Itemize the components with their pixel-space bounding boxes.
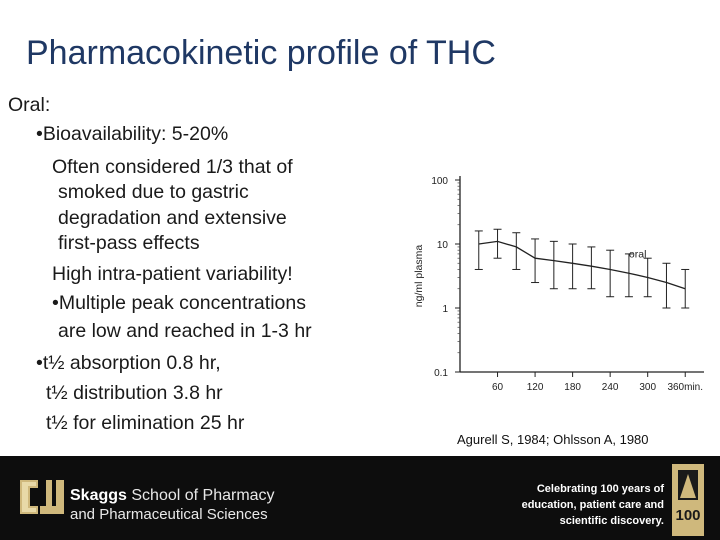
- text-line: smoked due to gastric: [58, 181, 249, 203]
- series-label-oral: oral: [629, 248, 647, 260]
- x-tick-label: 60: [492, 382, 504, 393]
- y-axis-label: ng/ml plasma: [413, 245, 425, 308]
- badge-number: 100: [675, 507, 700, 524]
- school-name-line2: and Pharmaceutical Sciences: [70, 506, 268, 523]
- y-tick-label: 10: [437, 240, 449, 251]
- bullet-peak-concentrations: •Multiple peak concentrations: [52, 292, 306, 314]
- slide-title: Pharmacokinetic profile of THC: [26, 34, 496, 72]
- cu-logo: [20, 480, 64, 514]
- x-tick-label: 120: [527, 382, 544, 393]
- centennial-badge: 100: [672, 464, 704, 536]
- y-tick-label: 100: [431, 176, 448, 187]
- x-tick-label: 180: [564, 382, 581, 393]
- celebration-text: Celebrating 100 years of education, pati…: [521, 483, 664, 527]
- citation: Agurell S, 1984; Ohlsson A, 1980: [457, 432, 649, 447]
- x-tick-label: 240: [602, 382, 619, 393]
- text-line: Often considered 1/3 that of: [52, 156, 293, 178]
- footer-bar: Skaggs School of Pharmacy and Pharmaceut…: [0, 456, 720, 540]
- text-line-variability: High intra-patient variability!: [52, 263, 293, 285]
- oral-heading: Oral:: [8, 94, 51, 116]
- pk-chart: 100 10 1 0.1 60 120 180 240 300 360min. ng/ml plas…: [413, 176, 704, 393]
- oral-series-line: [478, 240, 686, 290]
- bullet-half-life: •t½ absorption 0.8 hr,: [36, 352, 221, 374]
- x-tick-label: 360min.: [667, 382, 703, 393]
- y-tick-label: 0.1: [434, 368, 448, 379]
- y-tick-label: 1: [442, 304, 448, 315]
- x-tick-label: 300: [639, 382, 656, 393]
- text-line: degradation and extensive: [58, 207, 287, 229]
- text-line: t½ distribution 3.8 hr: [46, 382, 223, 404]
- text-line: t½ for elimination 25 hr: [46, 412, 245, 434]
- text-line: are low and reached in 1-3 hr: [58, 320, 312, 342]
- school-name: Skaggs School of Pharmacy: [70, 487, 275, 504]
- bullet-bioavailability: •Bioavailability: 5-20%: [36, 123, 229, 145]
- text-line: first-pass effects: [58, 232, 200, 254]
